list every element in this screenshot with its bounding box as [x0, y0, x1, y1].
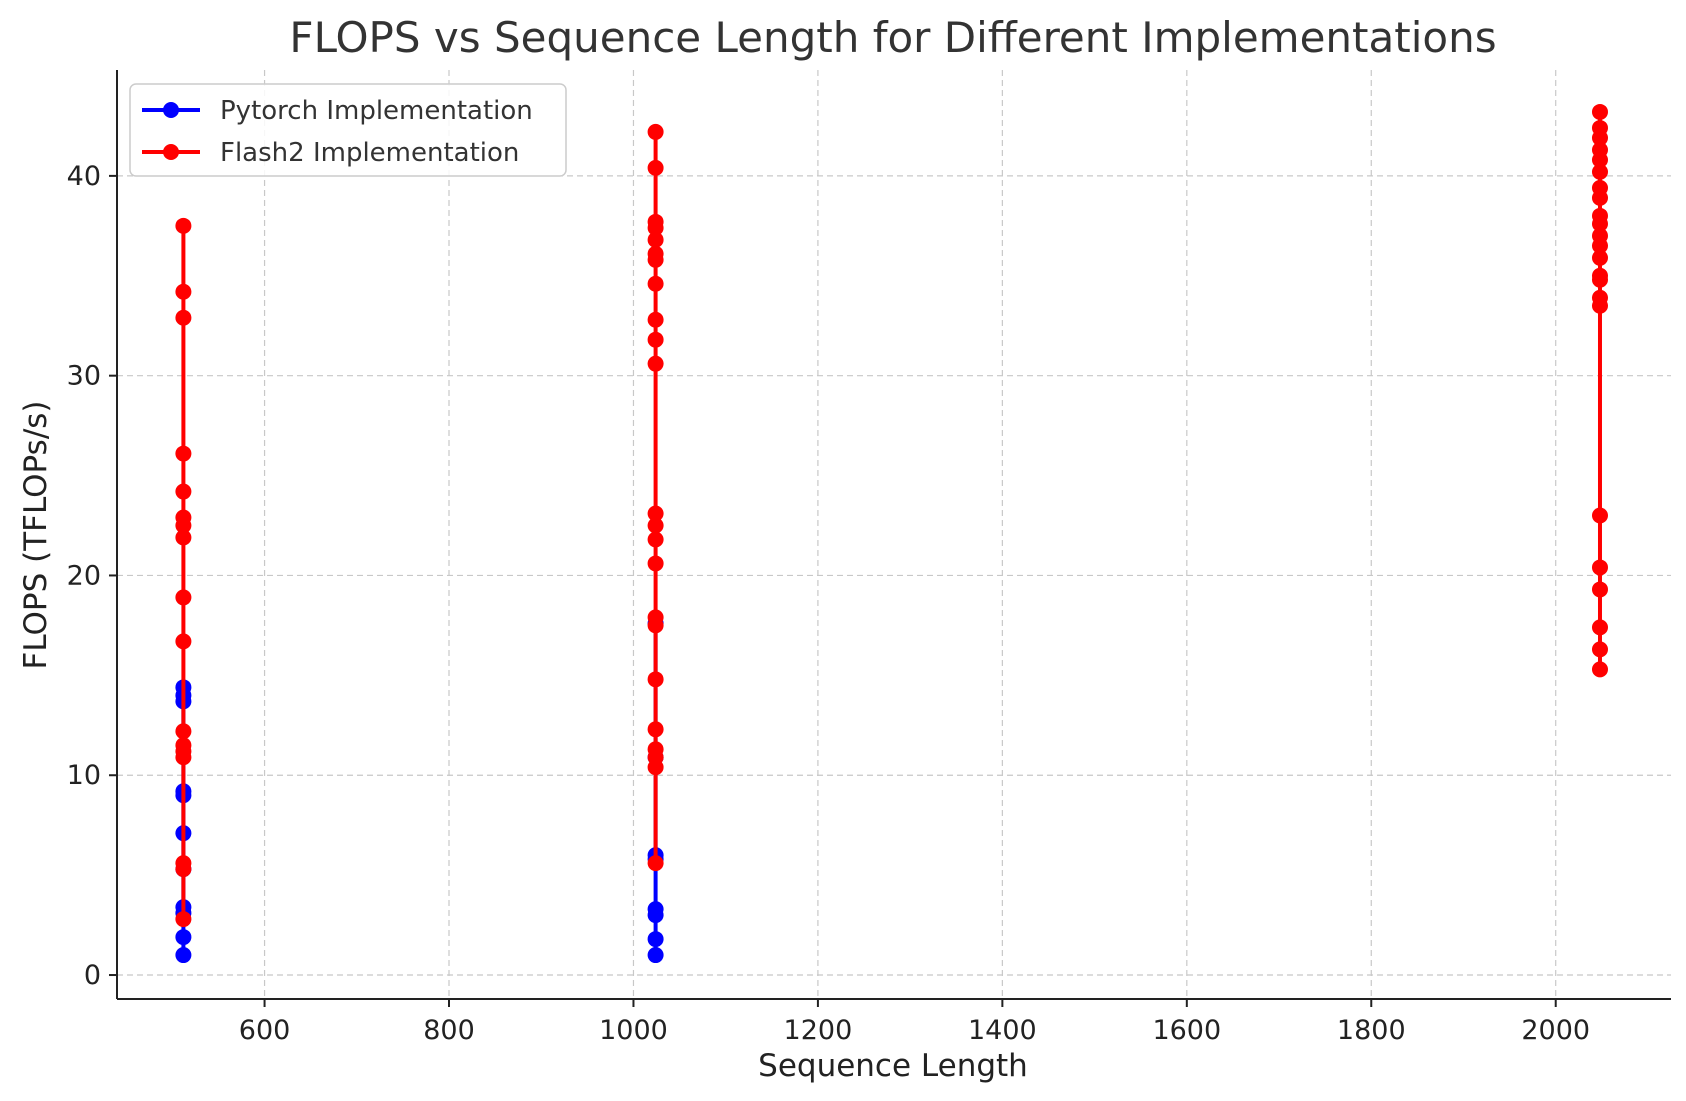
x-tick-label: 1200 [784, 1015, 853, 1046]
data-point [175, 911, 192, 928]
data-point [647, 311, 664, 328]
data-point [1591, 297, 1608, 314]
data-point [175, 749, 192, 766]
data-point [647, 947, 664, 964]
data-point [1591, 641, 1608, 658]
data-point [647, 721, 664, 738]
data-point [175, 445, 192, 462]
data-point [647, 505, 664, 522]
chart-title: FLOPS vs Sequence Length for Different I… [289, 13, 1496, 62]
data-point [1591, 619, 1608, 636]
y-axis-label: FLOPS (TFLOPs/s) [18, 400, 54, 669]
data-point [175, 929, 192, 946]
data-point [647, 671, 664, 688]
data-point [1591, 237, 1608, 254]
data-point [175, 589, 192, 606]
data-point [175, 309, 192, 326]
data-point [647, 123, 664, 140]
data-point [647, 759, 664, 776]
data-point [647, 517, 664, 534]
data-point [175, 529, 192, 546]
x-tick-label: 1400 [968, 1015, 1037, 1046]
series-layer [175, 103, 1608, 964]
data-point [1591, 271, 1608, 288]
legend-entry-label: Flash2 Implementation [220, 138, 519, 168]
data-point [1591, 189, 1608, 206]
legend-box [129, 83, 567, 177]
data-point [175, 517, 192, 534]
series-0 [175, 615, 664, 964]
data-point [175, 283, 192, 300]
legend-swatch-marker [163, 102, 179, 118]
data-point [175, 633, 192, 650]
data-point [175, 861, 192, 878]
legend-swatch-marker [163, 144, 179, 160]
data-point [1591, 103, 1608, 120]
data-point [175, 217, 192, 234]
y-tick-label: 0 [84, 960, 101, 991]
data-point [647, 231, 664, 248]
data-point [647, 617, 664, 634]
y-tick-label: 20 [67, 560, 101, 591]
grid [117, 70, 1671, 999]
data-point [647, 355, 664, 372]
data-point [647, 219, 664, 236]
x-tick-label: 1800 [1337, 1015, 1406, 1046]
data-point [1591, 151, 1608, 168]
y-tick-label: 10 [67, 760, 101, 791]
data-point [647, 275, 664, 292]
x-tick-label: 2000 [1521, 1015, 1590, 1046]
data-point [175, 723, 192, 740]
x-tick-label: 800 [423, 1015, 475, 1046]
data-point [1591, 129, 1608, 146]
legend: Pytorch Implementation Flash2 Implementat… [129, 83, 567, 177]
legend-entry-label: Pytorch Implementation [220, 96, 533, 126]
y-tick-label: 40 [67, 161, 101, 192]
data-point [647, 555, 664, 572]
data-point [1591, 661, 1608, 678]
data-point [1591, 163, 1608, 180]
x-tick-label: 600 [239, 1015, 291, 1046]
data-point [647, 251, 664, 268]
axes: 600 800 1000 1200 1400 1600 1800 2000 0 10 20 30 40 [67, 70, 1671, 1046]
data-point [1591, 559, 1608, 576]
data-point [1591, 215, 1608, 232]
data-point [647, 159, 664, 176]
data-point [647, 331, 664, 348]
data-point [647, 855, 664, 872]
data-point [647, 907, 664, 924]
data-point [175, 483, 192, 500]
x-axis-label: Sequence Length [758, 1048, 1028, 1084]
y-tick-label: 30 [67, 361, 101, 392]
data-point [647, 931, 664, 948]
data-point [175, 947, 192, 964]
data-point [1591, 249, 1608, 266]
data-point [647, 531, 664, 548]
data-point [1591, 581, 1608, 598]
x-tick-label: 1000 [599, 1015, 668, 1046]
x-tick-label: 1600 [1152, 1015, 1221, 1046]
data-point [1591, 507, 1608, 524]
series-1 [175, 103, 1608, 928]
